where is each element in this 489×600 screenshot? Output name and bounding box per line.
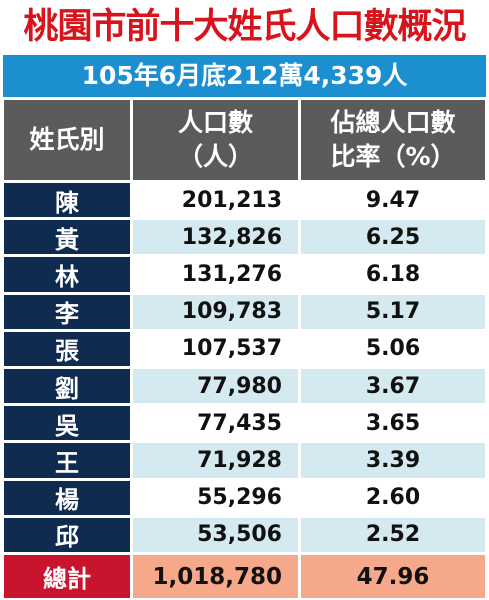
header-text: 人口數: [177, 108, 253, 137]
total-cell: 總計: [4, 555, 130, 598]
value-cell: 201,213: [133, 183, 298, 218]
value-cell: 5.17: [301, 294, 485, 329]
value-cell: 2.52: [301, 517, 485, 552]
total-cell: 47.96: [301, 555, 485, 598]
value-cell: 132,826: [133, 220, 298, 255]
value-cell: 2.60: [301, 480, 485, 515]
value-cell: 77,435: [133, 406, 298, 441]
value-cell: 5.06: [301, 331, 485, 366]
surname-cell: 楊: [4, 480, 130, 515]
value-cell: 71,928: [133, 443, 298, 478]
surname-cell: 李: [4, 294, 130, 329]
value-cell: 53,506: [133, 517, 298, 552]
value-cell: 3.39: [301, 443, 485, 478]
value-cell: 3.65: [301, 406, 485, 441]
header-text: （人）: [177, 142, 253, 171]
value-cell: 55,296: [133, 480, 298, 515]
surname-cell: 陳: [4, 183, 130, 218]
total-cell: 1,018,780: [133, 555, 298, 598]
surname-cell: 黃: [4, 220, 130, 255]
value-cell: 77,980: [133, 369, 298, 404]
header-cell: 姓氏別: [4, 100, 130, 180]
header-text: 佔總人口數: [330, 108, 456, 137]
subtitle-banner: 105年6月底212萬4,339人: [3, 55, 486, 97]
header-cell: 佔總人口數比率（%）: [301, 100, 485, 180]
surname-cell: 張: [4, 331, 130, 366]
header-text: 比率（%）: [330, 142, 456, 171]
value-cell: 6.18: [301, 257, 485, 292]
value-cell: 6.25: [301, 220, 485, 255]
surname-cell: 王: [4, 443, 130, 478]
value-cell: 107,537: [133, 331, 298, 366]
title: 桃園市前十大姓氏人口數概況: [23, 6, 466, 47]
value-cell: 9.47: [301, 183, 485, 218]
value-cell: 109,783: [133, 294, 298, 329]
header-cell: 人口數 （人）: [133, 100, 298, 180]
header-text: 姓氏別: [29, 125, 105, 154]
value-cell: 131,276: [133, 257, 298, 292]
surname-cell: 劉: [4, 369, 130, 404]
value-cell: 3.67: [301, 369, 485, 404]
surname-cell: 邱: [4, 517, 130, 552]
surname-cell: 吳: [4, 406, 130, 441]
surname-cell: 林: [4, 257, 130, 292]
